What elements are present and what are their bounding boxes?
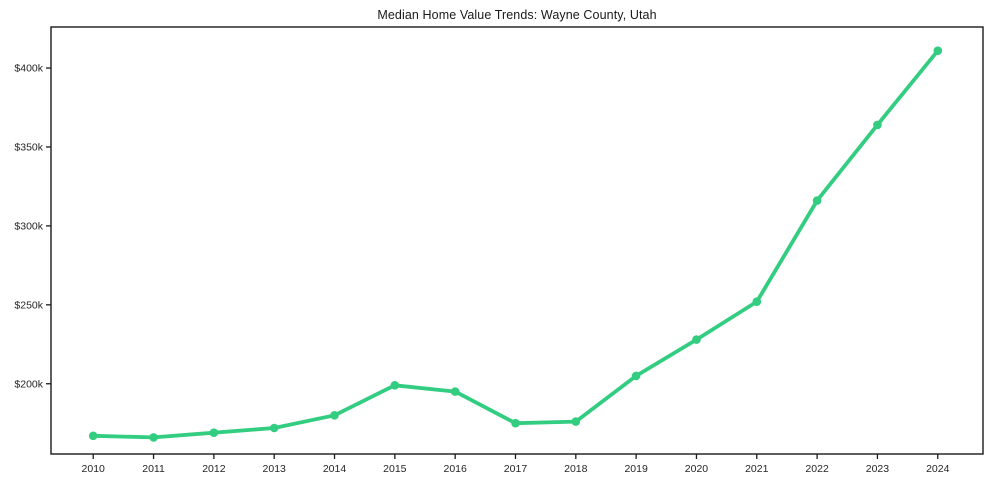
x-axis-tick-label: 2021 [745,463,769,475]
x-axis-tick-label: 2016 [443,463,467,475]
data-point-2011 [149,433,158,442]
data-point-2023 [873,120,882,130]
x-axis-tick-label: 2015 [383,463,407,475]
y-axis-tick-label: $300k [14,220,43,232]
data-point-2021 [752,297,762,307]
data-point-2020 [692,335,701,344]
x-axis-tick-label: 2024 [926,463,950,475]
data-point-2018 [571,417,581,426]
x-axis-tick-label: 2018 [564,463,588,475]
x-axis-tick-label: 2013 [263,463,287,475]
data-point-2016 [450,387,460,396]
y-axis-tick-label: $400k [14,63,43,75]
data-point-2024 [933,46,943,55]
data-point-2017 [511,418,520,428]
x-axis-tick-label: 2014 [323,463,347,475]
x-axis-tick-label: 2022 [805,463,829,475]
x-axis-tick-label: 2017 [504,463,528,475]
x-axis-tick-label: 2023 [866,463,890,475]
x-axis-tick-label: 2011 [142,463,165,475]
data-point-2022 [812,196,822,205]
x-axis-tick-label: 2020 [685,463,709,475]
plot-border [50,26,984,455]
data-point-2019 [631,371,641,381]
x-axis-tick-label: 2012 [202,463,226,475]
y-axis-tick-label: $350k [14,141,43,153]
data-point-2014 [330,411,339,420]
y-axis-tick-label: $250k [14,299,43,311]
data-point-2012 [209,428,219,438]
trend-line [91,48,940,440]
y-axis-tick-label: $200k [14,378,43,390]
x-axis-tick-label: 2010 [82,463,106,475]
data-point-2013 [269,423,279,433]
chart-title: Median Home Value Trends: Wayne County, … [377,8,657,22]
data-point-2010 [88,431,98,441]
data-point-2015 [390,381,400,390]
x-axis-tick-label: 2019 [624,463,648,475]
